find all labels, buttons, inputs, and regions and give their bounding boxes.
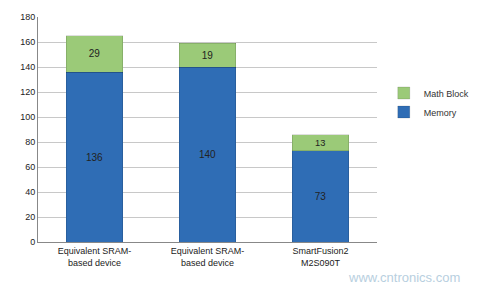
svg-text:100: 100	[20, 112, 35, 122]
svg-text:SmartFusion2M2S090T: SmartFusion2M2S090T	[292, 246, 348, 268]
svg-text:40: 40	[25, 187, 35, 197]
svg-text:Equivalent SRAM-based device: Equivalent SRAM-based device	[171, 246, 245, 268]
svg-text:13: 13	[315, 138, 325, 148]
svg-text:80: 80	[25, 137, 35, 147]
svg-text:Memory: Memory	[424, 108, 457, 118]
svg-text:160: 160	[20, 37, 35, 47]
svg-text:140: 140	[199, 149, 216, 160]
svg-text:20: 20	[25, 212, 35, 222]
svg-text:19: 19	[202, 50, 214, 61]
svg-text:Math Block: Math Block	[424, 89, 469, 99]
svg-text:Equivalent SRAM-based device: Equivalent SRAM-based device	[58, 246, 132, 268]
svg-text:180: 180	[20, 12, 35, 22]
svg-text:140: 140	[20, 62, 35, 72]
svg-text:60: 60	[25, 162, 35, 172]
svg-text:73: 73	[315, 191, 327, 202]
svg-text:136: 136	[86, 152, 103, 163]
svg-text:120: 120	[20, 87, 35, 97]
svg-text:0: 0	[30, 237, 35, 247]
svg-text:www.cntronics.com: www.cntronics.com	[348, 270, 460, 285]
svg-text:29: 29	[89, 48, 101, 59]
